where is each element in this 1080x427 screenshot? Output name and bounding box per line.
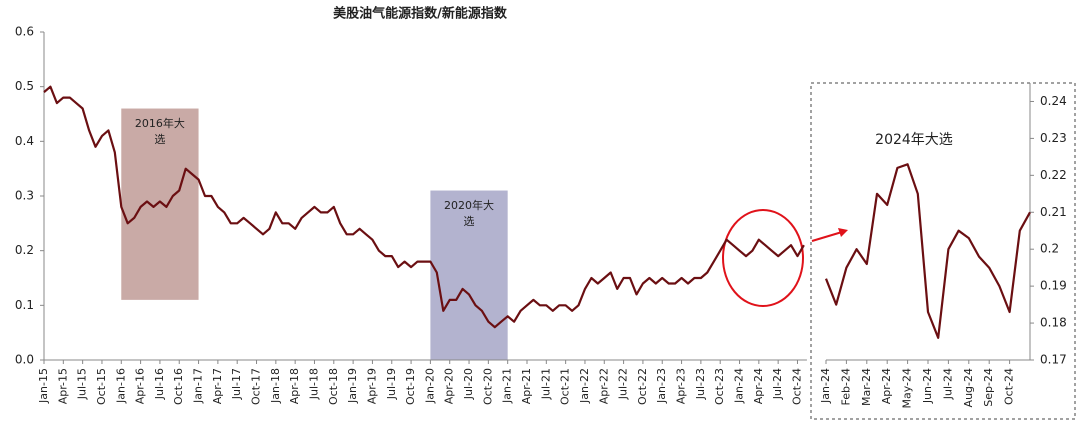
x-tick-label: Jun-24 — [921, 368, 934, 404]
highlight-band — [121, 108, 199, 300]
y-tick-label: 0.21 — [1040, 205, 1067, 219]
x-tick-label: Apr-23 — [675, 368, 688, 404]
x-tick-label: Jan-16 — [114, 368, 127, 404]
x-tick-label: Mar-24 — [860, 368, 873, 406]
y-tick-label: 0.6 — [15, 25, 34, 39]
x-tick-label: Oct-22 — [636, 368, 649, 405]
x-tick-label: Jul-22 — [617, 368, 630, 400]
x-tick-label: Apr-22 — [597, 368, 610, 404]
x-tick-label: Apr-16 — [134, 368, 147, 404]
x-tick-label: Jan-24 — [819, 368, 832, 404]
x-tick-label: Jul-19 — [385, 368, 398, 400]
x-tick-label: Sep-24 — [982, 368, 995, 407]
y-tick-label: 0.19 — [1040, 279, 1067, 293]
x-tick-label: Jul-17 — [230, 368, 243, 400]
x-tick-label: Apr-20 — [443, 368, 456, 404]
x-tick-label: Jul-20 — [462, 368, 475, 400]
x-tick-label: Apr-19 — [365, 368, 378, 404]
x-tick-label: Jan-20 — [423, 368, 436, 404]
x-tick-label: Oct-24 — [1003, 368, 1016, 405]
y-tick-label: 0.17 — [1040, 353, 1067, 367]
x-tick-label: Jul-16 — [153, 368, 166, 400]
x-tick-label: Jul-23 — [694, 368, 707, 400]
y-tick-label: 0.0 — [15, 353, 34, 367]
y-tick-label: 0.3 — [15, 189, 34, 203]
x-tick-label: Jul-24 — [771, 368, 784, 400]
x-tick-label: Apr-17 — [211, 368, 224, 404]
x-tick-label: Oct-20 — [481, 368, 494, 405]
x-tick-label: Jul-21 — [539, 368, 552, 400]
highlight-label: 2016年大选 — [134, 116, 185, 146]
x-tick-label: Jan-19 — [346, 368, 359, 404]
x-tick-label: Feb-24 — [839, 368, 852, 405]
arrow — [811, 231, 843, 242]
x-tick-label: Apr-24 — [752, 368, 765, 404]
y-tick-label: 0.22 — [1040, 168, 1067, 182]
highlight-circle — [722, 209, 804, 307]
x-tick-label: Jan-18 — [269, 368, 282, 404]
y-tick-label: 0.18 — [1040, 316, 1067, 330]
highlight-band — [430, 190, 508, 360]
x-tick-label: Jan-24 — [733, 368, 746, 404]
x-tick-label: Oct-17 — [250, 368, 263, 405]
inset-title: 2024年大选 — [875, 132, 953, 148]
x-tick-label: Jan-22 — [578, 368, 591, 404]
x-tick-label: Apr-15 — [56, 368, 69, 404]
x-tick-label: Apr-24 — [880, 368, 893, 404]
x-tick-label: Oct-19 — [404, 368, 417, 405]
x-tick-label: May-24 — [901, 368, 914, 409]
y-tick-label: 0.4 — [15, 134, 34, 148]
x-tick-label: Oct-18 — [327, 368, 340, 405]
x-tick-label: Jan-23 — [655, 368, 668, 404]
x-tick-label: Jan-21 — [501, 368, 514, 404]
data-line — [824, 163, 1031, 339]
x-tick-label: Apr-21 — [520, 368, 533, 404]
x-tick-label: Jul-18 — [307, 368, 320, 400]
chart-title: 美股油气能源指数/新能源指数 — [333, 6, 508, 22]
x-tick-label: Oct-16 — [172, 368, 185, 405]
y-tick-label: 0.23 — [1040, 131, 1067, 145]
x-tick-label: Oct-15 — [95, 368, 108, 405]
arrow-head — [838, 228, 848, 237]
y-tick-label: 0.2 — [1040, 242, 1059, 256]
inset-frame — [810, 82, 1076, 420]
y-tick-label: 0.5 — [15, 79, 34, 93]
x-tick-label: Jul-15 — [76, 368, 89, 400]
x-tick-label: Aug-24 — [962, 368, 975, 407]
x-tick-label: Oct-24 — [790, 368, 803, 405]
data-line — [43, 85, 805, 329]
x-tick-label: Jan-17 — [192, 368, 205, 404]
y-tick-label: 0.1 — [15, 298, 34, 312]
x-tick-label: Oct-23 — [713, 368, 726, 405]
x-tick-label: Jul-24 — [941, 368, 954, 400]
y-tick-label: 0.24 — [1040, 94, 1067, 108]
highlight-label: 2020年大选 — [444, 198, 495, 228]
x-tick-label: Oct-21 — [559, 368, 572, 405]
x-tick-label: Apr-18 — [288, 368, 301, 404]
x-tick-label: Jan-15 — [37, 368, 50, 404]
y-tick-label: 0.2 — [15, 243, 34, 257]
